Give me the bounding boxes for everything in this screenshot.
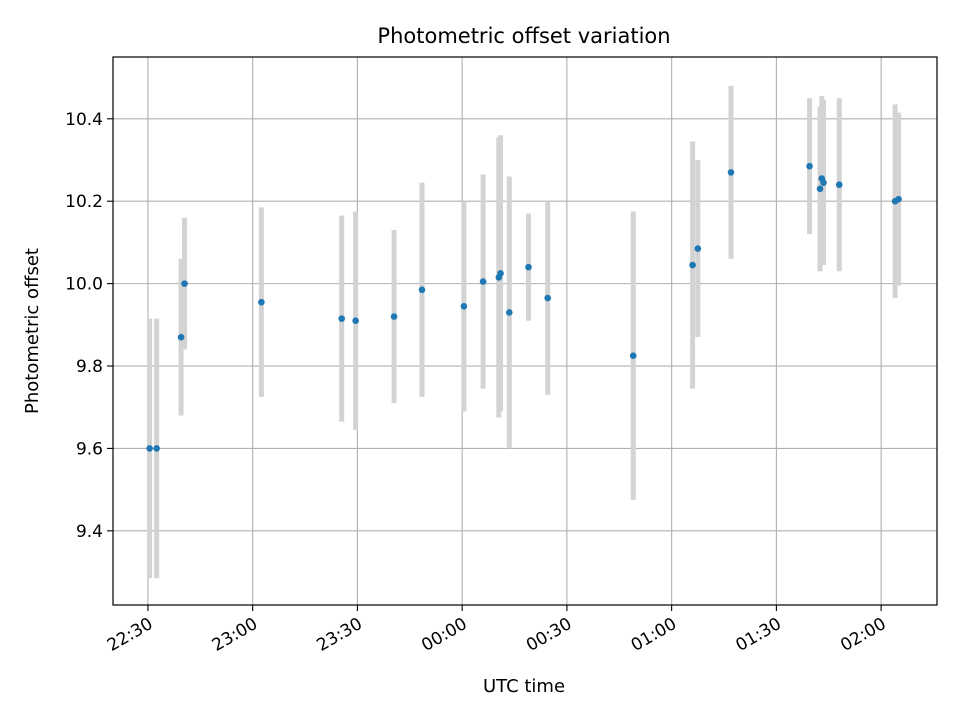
error-bars: [147, 85, 902, 579]
y-axis-title: Photometric offset: [22, 248, 43, 414]
data-point: [820, 179, 827, 186]
data-point: [338, 315, 345, 322]
data-point: [806, 162, 813, 170]
data-point: [153, 445, 160, 452]
y-tick-label: 10.0: [65, 275, 103, 295]
x-tick-label: 23:00: [209, 614, 261, 656]
y-tick-label: 9.8: [76, 357, 103, 377]
x-tick-label: 01:00: [628, 614, 680, 656]
data-point: [258, 298, 265, 306]
data-point: [418, 286, 426, 294]
y-tick-label: 10.2: [65, 192, 103, 212]
data-point: [390, 313, 398, 320]
data-point: [525, 263, 532, 271]
data-point: [835, 181, 843, 189]
data-point: [505, 309, 513, 316]
data-point: [895, 195, 902, 203]
data-point: [816, 185, 824, 193]
data-point: [146, 445, 153, 452]
y-tick-label: 9.4: [76, 522, 103, 542]
data-points: [146, 162, 902, 452]
grid-lines: [113, 57, 937, 605]
data-point: [689, 261, 696, 269]
data-point: [544, 294, 551, 302]
axis-ticks: 22:30 23:00 23:30 00:00 00:30 01:00 01:30 02:00…: [65, 110, 889, 656]
x-tick-label: 00:30: [523, 614, 575, 656]
x-tick-label: 01:30: [732, 614, 784, 656]
x-tick-label: 02:00: [837, 614, 889, 656]
data-point: [727, 169, 735, 176]
data-point: [629, 352, 637, 360]
x-tick-label: 00:00: [418, 614, 470, 656]
data-point: [460, 302, 468, 310]
data-point: [352, 317, 359, 324]
data-point: [694, 245, 702, 252]
plot-area-frame: [112, 56, 938, 606]
data-point: [479, 278, 487, 285]
data-point: [177, 333, 185, 341]
x-tick-label: 23:30: [313, 614, 365, 656]
data-point: [497, 270, 504, 277]
y-tick-label: 9.6: [76, 439, 103, 459]
data-point: [181, 280, 188, 287]
x-tick-label: 22:30: [104, 614, 156, 656]
y-tick-label: 10.4: [65, 110, 103, 130]
x-axis-title: UTC time: [483, 676, 565, 697]
chart-title: Photometric offset variation: [377, 24, 670, 48]
